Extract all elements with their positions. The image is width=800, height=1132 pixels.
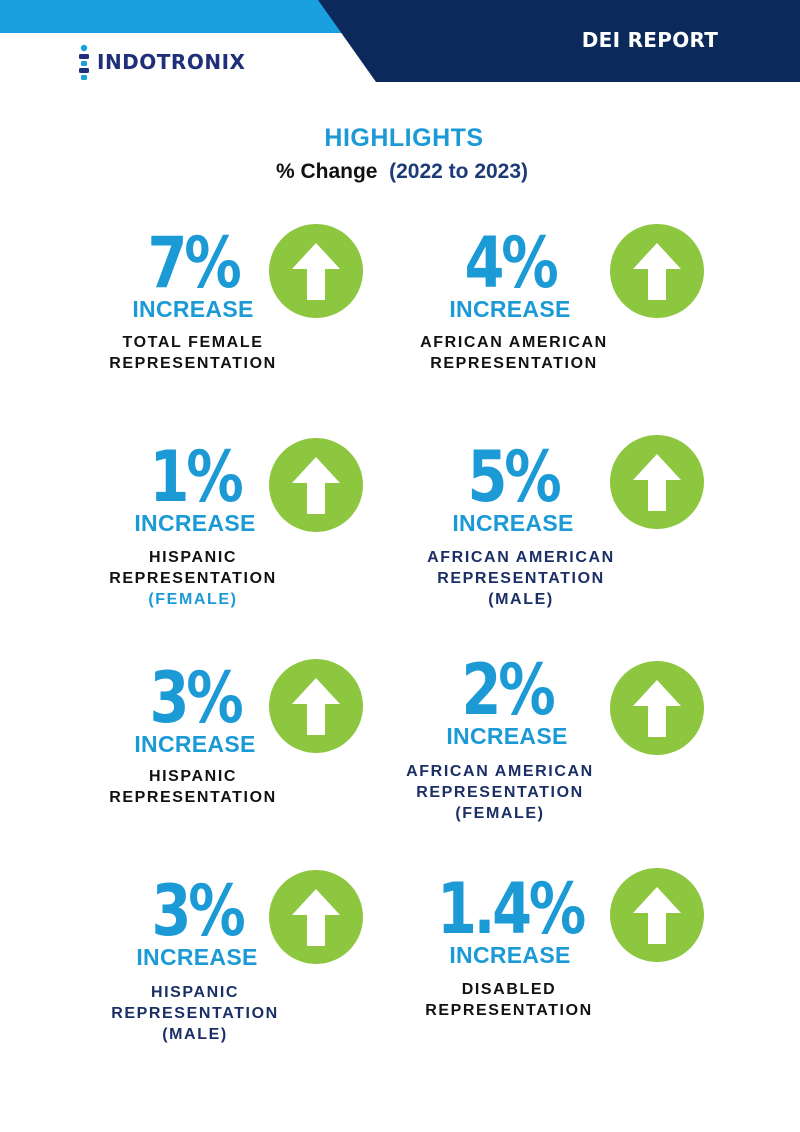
label-line: REPRESENTATION: [109, 570, 277, 587]
stat-hispanic: 3% INCREASE: [95, 657, 295, 757]
arrow-up-circle-icon: [610, 661, 704, 755]
stat-hispanic-male: 3% INCREASE: [97, 870, 297, 970]
label-qualifier: (MALE): [488, 591, 554, 608]
label-line: DISABLED: [461, 981, 557, 998]
highlights-title: HIGHLIGHTS: [324, 124, 484, 152]
label-qualifier: (MALE): [162, 1026, 228, 1043]
arrow-up-circle-icon: [269, 659, 363, 753]
stat-change: INCREASE: [452, 510, 574, 536]
stat-change: INCREASE: [134, 731, 256, 757]
label-qualifier: (FEMALE): [148, 591, 238, 608]
subtitle-years: (2022 to 2023): [389, 160, 529, 183]
stat-african-american-male: 5% INCREASE: [413, 436, 613, 536]
label-line: REPRESENTATION: [430, 355, 598, 372]
label-line: REPRESENTATION: [109, 789, 277, 806]
label-line: AFRICAN AMERICAN: [427, 549, 615, 566]
label-line: HISPANIC: [150, 984, 240, 1001]
stat-label: HISPANIC REPRESENTATION: [63, 766, 323, 808]
stat-value: 2%: [461, 649, 556, 731]
stat-change: INCREASE: [132, 296, 254, 322]
stat-change: INCREASE: [449, 942, 571, 968]
stat-disabled: 1.4% INCREASE: [410, 868, 610, 968]
label-line: AFRICAN AMERICAN: [420, 334, 608, 351]
stat-label: AFRICAN AMERICAN REPRESENTATION (MALE): [391, 547, 651, 610]
stat-value: 7%: [147, 222, 242, 304]
stat-value: 3%: [151, 870, 246, 952]
stat-label: AFRICAN AMERICAN REPRESENTATION: [384, 332, 644, 374]
report-title: DEI REPORT: [581, 28, 719, 52]
stat-change: INCREASE: [134, 510, 256, 536]
arrow-up-circle-icon: [610, 868, 704, 962]
stat-label: TOTAL FEMALE REPRESENTATION: [63, 332, 323, 374]
label-qualifier: (FEMALE): [455, 805, 545, 822]
stat-label: HISPANIC REPRESENTATION (FEMALE): [63, 547, 323, 610]
label-line: REPRESENTATION: [425, 1002, 593, 1019]
stat-value: 5%: [467, 436, 562, 518]
stat-hispanic-female: 1% INCREASE: [95, 436, 295, 536]
label-line: TOTAL FEMALE: [122, 334, 264, 351]
label-line: REPRESENTATION: [416, 784, 584, 801]
label-line: HISPANIC: [148, 768, 238, 785]
label-line: REPRESENTATION: [111, 1005, 279, 1022]
arrow-up-circle-icon: [269, 870, 363, 964]
stat-change: INCREASE: [449, 296, 571, 322]
arrow-up-circle-icon: [610, 435, 704, 529]
stat-african-american: 4% INCREASE: [410, 222, 610, 322]
header-banner: [0, 0, 800, 82]
label-line: REPRESENTATION: [109, 355, 277, 372]
stat-african-american-female: 2% INCREASE: [407, 649, 607, 749]
label-line: AFRICAN AMERICAN: [406, 763, 594, 780]
arrow-up-circle-icon: [269, 224, 363, 318]
stat-value: 4%: [464, 222, 559, 304]
stat-value: 1.4%: [436, 868, 586, 950]
stat-label: AFRICAN AMERICAN REPRESENTATION (FEMALE): [370, 761, 630, 824]
label-line: HISPANIC: [148, 549, 238, 566]
stat-label: HISPANIC REPRESENTATION (MALE): [65, 982, 325, 1045]
arrow-up-circle-icon: [269, 438, 363, 532]
arrow-up-circle-icon: [610, 224, 704, 318]
stat-value: 1%: [149, 436, 244, 518]
subtitle-prefix: % Change: [275, 160, 378, 183]
indotronix-logo-mark-icon: [79, 44, 89, 80]
logo-wordmark: INDOTRONIX: [97, 50, 246, 74]
stat-change: INCREASE: [446, 723, 568, 749]
stat-total-female: 7% INCREASE: [93, 222, 293, 322]
stat-label: DISABLED REPRESENTATION: [379, 979, 639, 1021]
stat-change: INCREASE: [136, 944, 258, 970]
company-logo: INDOTRONIX: [77, 44, 245, 80]
stat-value: 3%: [149, 657, 244, 739]
highlights-subtitle: % Change (2022 to 2023): [0, 160, 800, 184]
label-line: REPRESENTATION: [437, 570, 605, 587]
